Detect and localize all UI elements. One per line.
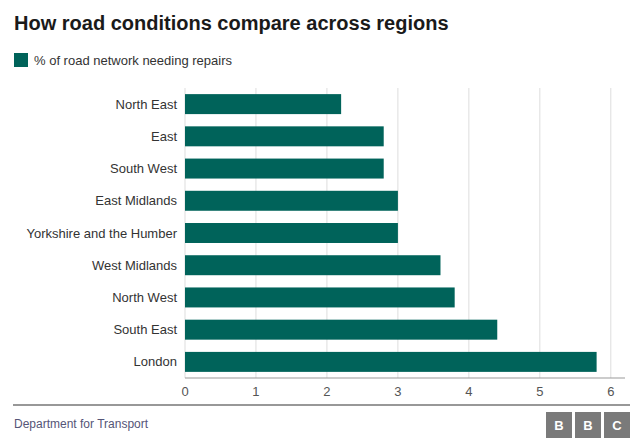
logo-box bbox=[575, 412, 601, 438]
legend-label: % of road network needing repairs bbox=[34, 53, 233, 68]
grid bbox=[185, 88, 611, 378]
x-tick-label: 3 bbox=[394, 384, 401, 399]
bars bbox=[185, 94, 597, 372]
logo: BBC bbox=[554, 418, 622, 433]
y-tick-label: South East bbox=[113, 322, 177, 337]
y-tick-label: East bbox=[151, 129, 177, 144]
chart: How road conditions compare across regio… bbox=[0, 0, 643, 448]
bar bbox=[185, 126, 384, 146]
bar bbox=[185, 223, 398, 243]
y-tick-label: East Midlands bbox=[95, 193, 177, 208]
y-tick-label: London bbox=[134, 354, 177, 369]
bar bbox=[185, 159, 384, 179]
x-tick-label: 5 bbox=[536, 384, 543, 399]
y-tick-label: North East bbox=[116, 97, 178, 112]
bar bbox=[185, 320, 497, 340]
y-tick-label: South West bbox=[110, 161, 177, 176]
bar bbox=[185, 255, 440, 275]
title: How road conditions compare across regio… bbox=[14, 12, 449, 34]
x-tick-label: 1 bbox=[252, 384, 259, 399]
bar bbox=[185, 94, 341, 114]
y-tick-label: Yorkshire and the Humber bbox=[26, 226, 177, 241]
grid-line bbox=[539, 88, 540, 378]
legend-swatch bbox=[14, 53, 28, 67]
x-axis-line bbox=[185, 378, 625, 379]
logo-box bbox=[604, 412, 630, 438]
bar bbox=[185, 352, 597, 372]
grid-line bbox=[610, 88, 611, 378]
y-tick-label: West Midlands bbox=[92, 258, 178, 273]
x-tick-label: 0 bbox=[181, 384, 188, 399]
x-tick-label: 2 bbox=[323, 384, 330, 399]
source: Department for Transport bbox=[14, 417, 149, 431]
bar bbox=[185, 287, 455, 307]
x-tick-label: 6 bbox=[607, 384, 614, 399]
bar bbox=[185, 191, 398, 211]
separator bbox=[13, 404, 630, 405]
x-tick-label: 4 bbox=[465, 384, 472, 399]
y-tick-label: North West bbox=[112, 290, 177, 305]
logo-box bbox=[546, 412, 572, 438]
